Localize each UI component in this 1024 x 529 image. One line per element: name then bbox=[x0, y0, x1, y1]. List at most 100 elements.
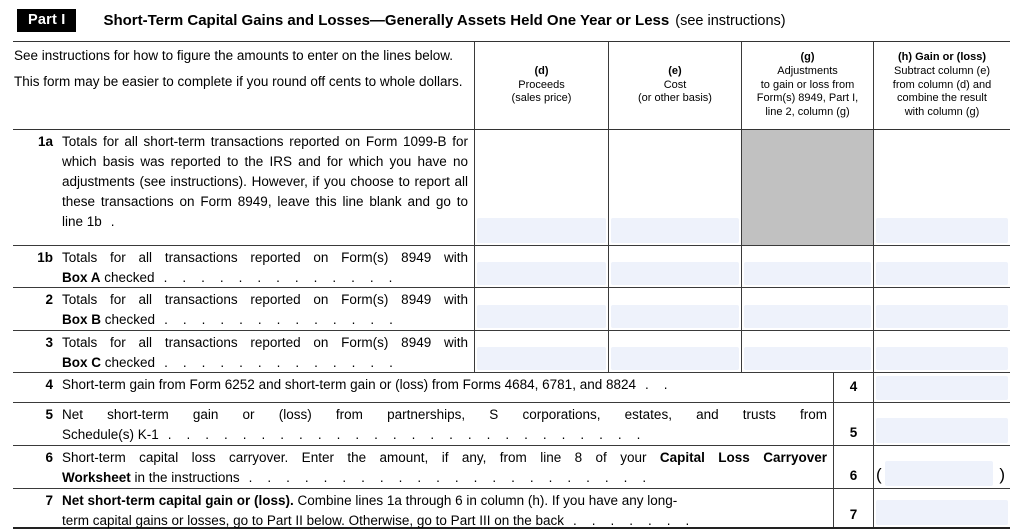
line-box-6-number: 6 bbox=[849, 467, 858, 483]
cell-2-gain bbox=[873, 288, 1010, 330]
row-4: 4 Short-term gain from Form 6252 and sho… bbox=[13, 372, 1010, 403]
cell-1b-cost bbox=[608, 246, 741, 287]
cell-4-amount bbox=[873, 372, 1010, 402]
input-2-proceeds[interactable] bbox=[477, 305, 606, 328]
row-3-line1: Totals for all transactions reported on … bbox=[62, 335, 468, 350]
cell-3-adjustments bbox=[741, 331, 873, 372]
row-1a: 1a Totals for all short-term transaction… bbox=[13, 130, 1010, 246]
row-3-description: 3 Totals for all transactions reported o… bbox=[13, 331, 474, 372]
row-1a-dot-leader: . bbox=[110, 214, 118, 229]
instructions-paragraph-2: This form may be easier to complete if y… bbox=[14, 74, 463, 89]
column-e-header: (e) Cost (or other basis) bbox=[608, 42, 741, 129]
input-2-gain[interactable] bbox=[876, 305, 1008, 328]
input-1a-proceeds[interactable] bbox=[477, 218, 606, 243]
line-box-7: 7 bbox=[833, 488, 873, 527]
column-g-line2: to gain or loss from bbox=[760, 78, 855, 91]
input-3-gain[interactable] bbox=[876, 346, 1008, 370]
input-line-5[interactable] bbox=[876, 417, 1008, 443]
input-1b-adjustments[interactable] bbox=[744, 262, 871, 285]
row-2-box-label: Box B bbox=[62, 312, 102, 327]
column-h-line2: from column (d) and bbox=[892, 78, 992, 91]
instructions-cell: See instructions for how to figure the a… bbox=[13, 42, 474, 129]
row-2-line2: Box B checked . . . . . . . . . . . . . bbox=[62, 310, 468, 330]
cell-5-amount bbox=[873, 402, 1010, 445]
column-g-line4: line 2, column (g) bbox=[765, 106, 850, 119]
row-4-dot-leader: . . bbox=[645, 376, 671, 392]
cell-1a-gain bbox=[873, 130, 1010, 245]
line-number-1a: 1a bbox=[37, 134, 53, 149]
row-2-text: Totals for all transactions reported on … bbox=[62, 290, 468, 330]
column-g-letter: (g) bbox=[800, 51, 815, 63]
row-1b: 1b Totals for all transactions reported … bbox=[13, 246, 1010, 288]
cell-1a-proceeds bbox=[474, 130, 608, 245]
input-1b-proceeds[interactable] bbox=[477, 262, 606, 285]
input-1b-cost[interactable] bbox=[611, 262, 739, 285]
cell-6-amount: ( ) bbox=[873, 445, 1010, 488]
row-1b-line1: Totals for all transactions reported on … bbox=[62, 250, 468, 265]
input-line-7[interactable] bbox=[876, 499, 1008, 525]
input-3-adjustments[interactable] bbox=[744, 346, 871, 370]
row-1b-text: Totals for all transactions reported on … bbox=[62, 248, 468, 287]
cell-3-proceeds bbox=[474, 331, 608, 372]
line-number-1b: 1b bbox=[37, 250, 53, 265]
row-6: 6 Short-term capital loss carryover. Ent… bbox=[13, 445, 1010, 489]
row-7: 7 Net short-term capital gain or (loss).… bbox=[13, 488, 1010, 529]
input-3-proceeds[interactable] bbox=[477, 346, 606, 370]
cell-1a-cost bbox=[608, 130, 741, 245]
close-paren: ) bbox=[999, 464, 1005, 484]
row-3-text: Totals for all transactions reported on … bbox=[62, 333, 468, 372]
row-6-line1: Short-term capital loss carryover. Enter… bbox=[62, 448, 827, 468]
input-line-6[interactable] bbox=[885, 460, 993, 486]
input-1a-cost[interactable] bbox=[611, 218, 739, 243]
part-badge: Part I bbox=[17, 9, 77, 32]
cell-3-gain bbox=[873, 331, 1010, 372]
see-instructions-note: (see instructions) bbox=[675, 13, 786, 29]
row-7-line1-bold: Net short-term capital gain or (loss). bbox=[62, 492, 294, 508]
line-box-4-number: 4 bbox=[849, 379, 858, 394]
row-7-text: Net short-term capital gain or (loss). C… bbox=[62, 491, 827, 529]
column-e-line2: (or other basis) bbox=[638, 92, 712, 105]
column-h-line4: with column (g) bbox=[904, 106, 980, 119]
input-3-cost[interactable] bbox=[611, 346, 739, 370]
row-5-line2: Schedule(s) K-1 . . . . . . . . . . . . .… bbox=[62, 425, 827, 445]
input-2-adjustments[interactable] bbox=[744, 305, 871, 328]
line-number-6: 6 bbox=[45, 449, 53, 465]
row-3-after: checked bbox=[101, 355, 156, 370]
input-1a-gain[interactable] bbox=[876, 218, 1008, 243]
row-6-line2: Worksheet in the instructions . . . . . .… bbox=[62, 468, 827, 488]
cell-2-proceeds bbox=[474, 288, 608, 330]
column-e-letter: (e) bbox=[668, 64, 682, 77]
row-3: 3 Totals for all transactions reported o… bbox=[13, 331, 1010, 373]
row-3-line2: Box C checked . . . . . . . . . . . . . bbox=[62, 353, 468, 373]
column-g-line1: Adjustments bbox=[777, 64, 838, 77]
row-2: 2 Totals for all transactions reported o… bbox=[13, 288, 1010, 331]
cell-7-amount bbox=[873, 488, 1010, 527]
row-6-line2-after: in the instructions bbox=[130, 469, 240, 485]
row-7-line2-text: term capital gains or losses, go to Part… bbox=[62, 512, 564, 528]
row-1b-dot-leader: . . . . . . . . . . . . . bbox=[163, 270, 395, 285]
input-1b-gain[interactable] bbox=[876, 262, 1008, 285]
column-e-line1: Cost bbox=[663, 78, 687, 91]
row-6-line1-bold: Capital Loss Carryover bbox=[659, 449, 827, 465]
row-6-line1-pre: Short-term capital loss carryover. Enter… bbox=[62, 449, 660, 465]
row-1b-after: checked bbox=[100, 270, 155, 285]
row-5: 5 Net short-term gain or (loss) from par… bbox=[13, 402, 1010, 446]
cell-2-cost bbox=[608, 288, 741, 330]
cell-2-adjustments bbox=[741, 288, 873, 330]
row-3-box-label: Box C bbox=[62, 355, 102, 370]
column-h-title: (h) Gain or (loss) bbox=[898, 51, 986, 63]
input-line-4[interactable] bbox=[876, 375, 1008, 400]
open-paren: ( bbox=[876, 464, 882, 484]
row-5-line2-text: Schedule(s) K-1 bbox=[62, 426, 159, 442]
cell-1b-gain bbox=[873, 246, 1010, 287]
instructions-paragraph-1: See instructions for how to figure the a… bbox=[14, 48, 454, 63]
row-5-text: Net short-term gain or (loss) from partn… bbox=[62, 405, 827, 445]
input-2-cost[interactable] bbox=[611, 305, 739, 328]
row-1b-box-label: Box A bbox=[62, 270, 101, 285]
row-3-dot-leader: . . . . . . . . . . . . . bbox=[164, 355, 396, 370]
row-6-dot-leader: . . . . . . . . . . . . . . . . . . . . … bbox=[248, 469, 649, 485]
row-7-line2: term capital gains or losses, go to Part… bbox=[62, 511, 827, 529]
column-d-line1: Proceeds bbox=[518, 78, 565, 91]
row-7-line1-after: Combine lines 1a through 6 in column (h)… bbox=[293, 492, 678, 508]
